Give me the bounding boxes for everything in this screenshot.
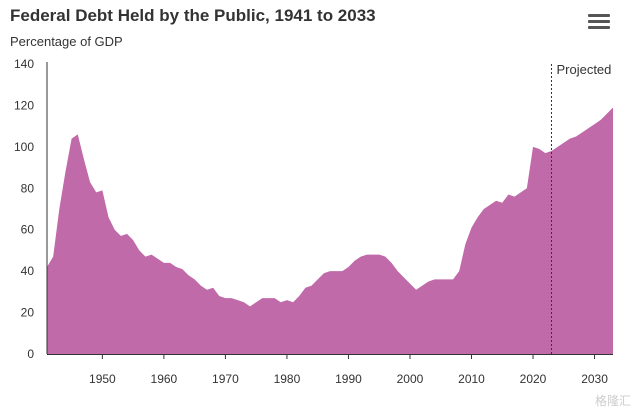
menu-bar [588,26,610,29]
y-tick-label: 20 [21,306,35,320]
x-tick-label: 1980 [274,372,301,386]
y-tick-label: 120 [14,98,34,112]
x-tick-label: 1950 [89,372,116,386]
y-tick-label: 60 [21,223,35,237]
y-tick-label: 80 [21,181,35,195]
y-tick-label: 40 [21,264,35,278]
y-tick-label: 140 [14,57,34,71]
x-tick-label: 1990 [335,372,362,386]
x-tick-label: 2000 [397,372,424,386]
y-tick-label: 0 [27,347,34,361]
watermark: 格隆汇 [594,394,631,408]
x-tick-label: 1970 [212,372,239,386]
hamburger-menu-icon[interactable] [588,14,610,30]
projected-label: Projected [556,62,611,77]
x-tick-label: 2020 [520,372,547,386]
menu-bar [588,14,610,17]
chart-title: Federal Debt Held by the Public, 1941 to… [10,6,376,25]
x-tick-label: 1960 [151,372,178,386]
debt-area-series [47,107,613,354]
menu-bar [588,20,610,23]
y-axis-label: Percentage of GDP [10,34,123,49]
y-tick-label: 100 [14,140,34,154]
x-tick-label: 2010 [458,372,485,386]
x-tick-label: 2030 [581,372,608,386]
